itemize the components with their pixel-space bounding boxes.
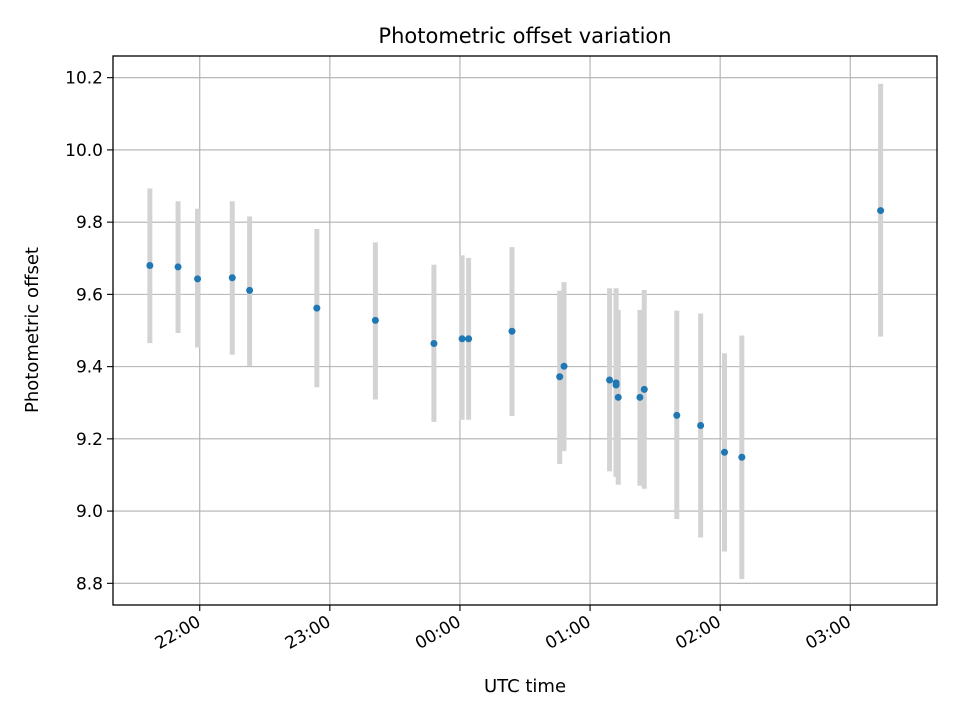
data-point [465, 335, 473, 343]
data-point [738, 453, 746, 461]
chart-title: Photometric offset variation [378, 24, 671, 48]
plot-frame [112, 55, 938, 606]
y-tick-label: 9.0 [76, 502, 103, 522]
y-tick-label: 10.0 [65, 141, 103, 161]
data-point [246, 286, 254, 294]
point-layer [146, 207, 885, 461]
data-point [508, 327, 516, 335]
data-point [614, 393, 622, 401]
data-point [430, 340, 438, 348]
data-point [636, 393, 644, 401]
data-point [720, 448, 728, 456]
y-tick-label: 9.8 [76, 213, 103, 233]
y-tick-label: 8.8 [76, 574, 103, 594]
x-axis-label: UTC time [484, 676, 566, 697]
data-point [146, 261, 154, 269]
data-point [697, 421, 705, 429]
data-point [313, 304, 321, 312]
y-tick-label: 9.4 [76, 358, 103, 378]
data-point [194, 275, 202, 283]
data-point [877, 207, 885, 215]
data-point [174, 263, 182, 271]
data-point [228, 274, 236, 282]
data-point [673, 411, 681, 419]
data-point [556, 373, 564, 381]
y-tick-label: 10.2 [65, 69, 103, 89]
data-point [560, 362, 568, 370]
y-axis-label: Photometric offset [22, 247, 43, 413]
data-point [371, 316, 379, 324]
data-point [458, 335, 466, 343]
y-tick-label: 9.6 [76, 285, 103, 305]
data-point [612, 381, 620, 389]
data-point [640, 385, 648, 393]
y-tick-label: 9.2 [76, 430, 103, 450]
data-point [606, 376, 614, 384]
